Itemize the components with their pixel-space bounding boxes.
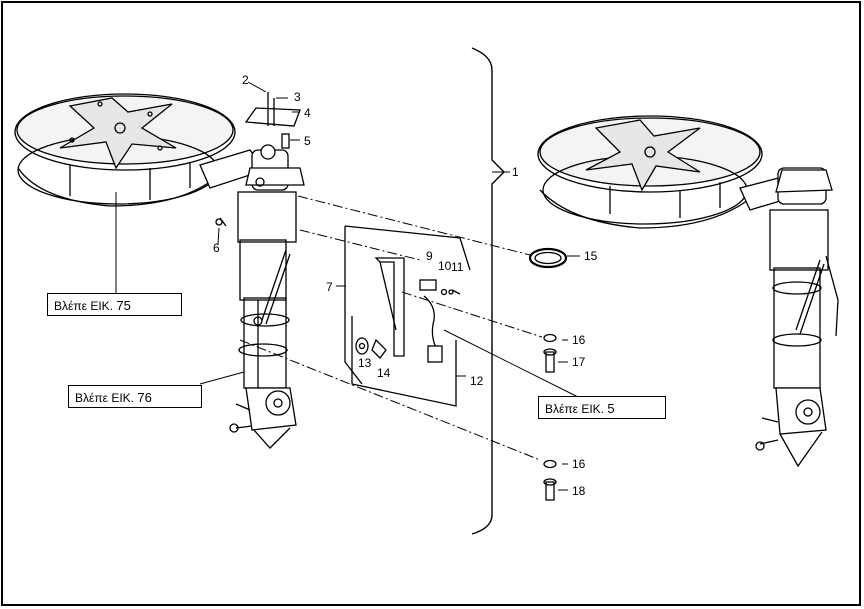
- reference-box-75: Βλέπε ΕΙΚ. 75: [47, 293, 182, 316]
- reference-number: 76: [137, 390, 152, 405]
- callout-13: 13: [358, 356, 372, 370]
- ring-15: [528, 247, 568, 269]
- callout-numbers: 2 3 4 5 6 1 7 9 10 11 12 13 14 15 16 17 …: [213, 73, 598, 498]
- reference-text: Βλέπε ΕΙΚ.: [75, 391, 134, 405]
- reference-text: Βλέπε ΕΙΚ.: [545, 402, 604, 416]
- left-assembly: [14, 92, 305, 449]
- callout-2: 2: [242, 73, 249, 87]
- callout-15: 15: [584, 249, 598, 263]
- group-bracket-1: [471, 47, 505, 535]
- switch-bracket-group: [344, 225, 471, 407]
- callout-16a: 16: [572, 333, 586, 347]
- reference-box-5: Βλέπε ΕΙΚ. 5: [538, 396, 666, 419]
- callout-17: 17: [572, 355, 586, 369]
- callout-6: 6: [213, 241, 220, 255]
- callout-4: 4: [304, 106, 311, 120]
- callout-9: 9: [426, 249, 433, 263]
- callout-7: 7: [326, 280, 333, 294]
- right-assembly: [537, 115, 839, 468]
- callout-16b: 16: [572, 457, 586, 471]
- callout-10: 10: [438, 259, 452, 273]
- callout-1: 1: [512, 165, 519, 179]
- reference-box-76: Βλέπε ΕΙΚ. 76: [68, 385, 202, 408]
- callout-5: 5: [304, 134, 311, 148]
- reference-number: 5: [607, 401, 615, 416]
- callout-18: 18: [572, 484, 586, 498]
- reference-text: Βλέπε ΕΙΚ.: [54, 299, 113, 313]
- callout-14: 14: [377, 366, 391, 380]
- callout-11: 11: [451, 260, 464, 274]
- callout-12: 12: [470, 374, 484, 388]
- reference-number: 75: [116, 298, 131, 313]
- callout-3: 3: [294, 90, 301, 104]
